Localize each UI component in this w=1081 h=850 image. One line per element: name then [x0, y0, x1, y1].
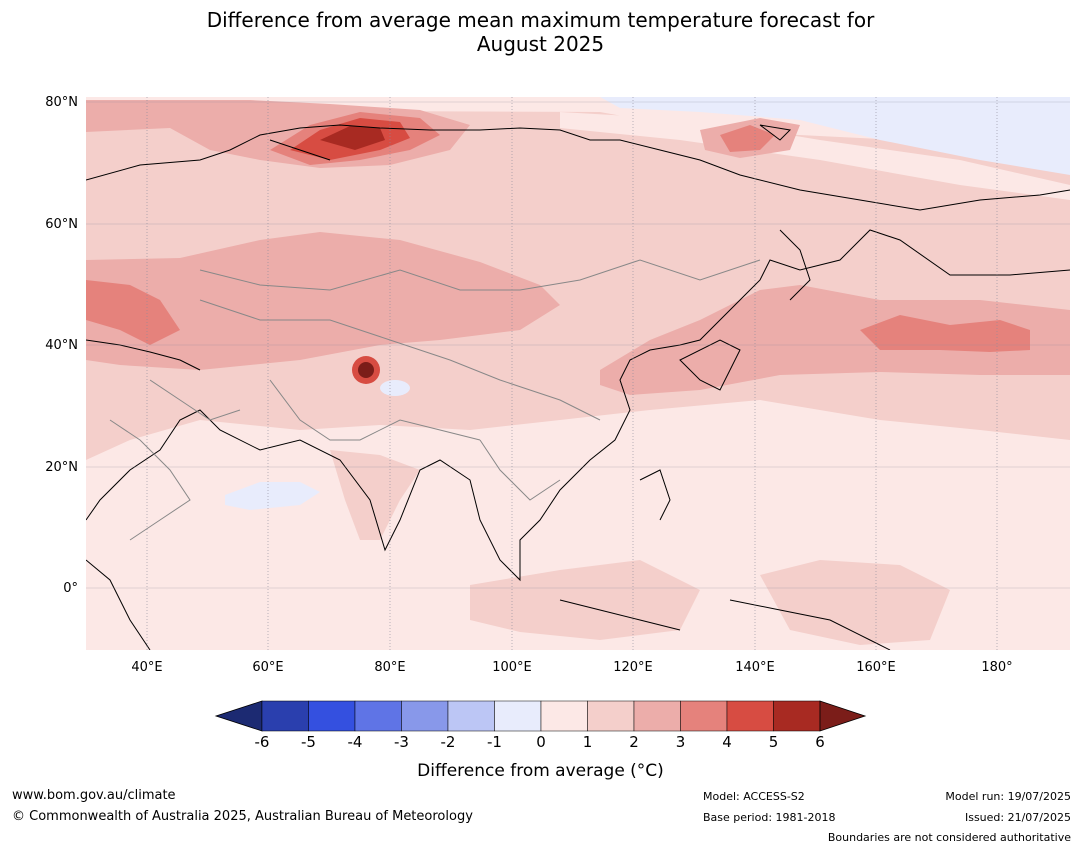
lat-label-0: 0°: [63, 581, 78, 596]
colorbar-tick-label: 6: [815, 733, 825, 751]
colorbar-tick-label: -6: [254, 733, 270, 751]
colorbar-segment: [726, 700, 774, 732]
anomaly-hotspot-himalaya-core: [358, 362, 374, 378]
colorbar-segment: [680, 700, 728, 732]
lat-label-60n: 60°N: [45, 217, 78, 232]
coastlines: [86, 124, 1070, 650]
anomaly-region-2-3-pacific: [600, 285, 1070, 395]
anomaly-region-0-1-arctic: [560, 112, 1070, 200]
colorbar-tick-label: -1: [487, 733, 502, 751]
title-line-2: August 2025: [476, 32, 605, 56]
colorbar-tick-label: 4: [722, 733, 732, 751]
gridlines: [86, 97, 1070, 650]
colorbar-tick-label: -4: [347, 733, 363, 751]
anomaly-region-cool-arabian-sea: [225, 482, 320, 510]
anomaly-region-1-2-south: [470, 560, 700, 640]
model-info: Model: ACCESS-S2: [703, 790, 805, 803]
title-line-1: Difference from average mean maximum tem…: [206, 8, 875, 32]
colorbar-tick-label: 3: [675, 733, 686, 751]
anomaly-region-3-4-caspian: [86, 280, 180, 345]
colorbar-label: Difference from average (°C): [417, 761, 664, 781]
model-run-info: Model run: 19/07/2025: [945, 790, 1071, 803]
issued-info: Issued: 21/07/2025: [964, 811, 1071, 824]
colorbar-tick-label: 1: [582, 733, 593, 751]
lat-label-20n: 20°N: [45, 460, 78, 475]
colorbar-segment: [401, 700, 449, 732]
colorbar-tick-label: 2: [629, 733, 639, 751]
anomaly-region-cool-arctic: [600, 97, 1070, 175]
colorbar-tick-label: -3: [394, 733, 409, 751]
anomaly-region-2-3-central-asia: [86, 232, 560, 370]
lat-label-80n: 80°N: [45, 95, 78, 110]
lon-label-100e: 100°E: [492, 660, 532, 675]
lon-label-120e: 120°E: [613, 660, 653, 675]
colorbar-tick-label: 0: [536, 733, 546, 751]
colorbar-extend-high: [819, 700, 867, 732]
colorbar-segment: [354, 700, 402, 732]
anomaly-region-3-4-japan: [720, 125, 775, 152]
boundaries-disclaimer: Boundaries are not considered authoritat…: [827, 831, 1071, 844]
colorbar-segment: [447, 700, 495, 732]
lon-label-180: 180°: [981, 660, 1013, 675]
lon-label-160e: 160°E: [856, 660, 896, 675]
map-title: Difference from average mean maximum tem…: [0, 8, 1081, 56]
anomaly-region-1-2-southeast: [760, 560, 950, 645]
country-borders: [109, 259, 761, 541]
anomaly-region-3-4-pacific: [860, 315, 1030, 352]
base-period-info: Base period: 1981-2018: [703, 811, 836, 824]
colorbar-segment: [308, 700, 356, 732]
anomaly-region-cool-tibet: [380, 380, 410, 396]
lon-label-60e: 60°E: [252, 660, 284, 675]
colorbar-segment: [633, 700, 681, 732]
anomaly-region-2-3-india: [330, 450, 420, 540]
website-link[interactable]: www.bom.gov.au/climate: [12, 788, 176, 803]
copyright-text: © Commonwealth of Australia 2025, Austra…: [12, 809, 473, 824]
colorbar-extend-low: [214, 700, 263, 732]
colorbar-segment: [494, 700, 542, 732]
colorbar-segment: [587, 700, 635, 732]
lon-label-40e: 40°E: [131, 660, 163, 675]
colorbar-tick-label: -2: [440, 733, 456, 751]
lon-label-80e: 80°E: [374, 660, 406, 675]
anomaly-region-5-6-russia: [320, 126, 385, 150]
colorbar-segment: [261, 700, 309, 732]
lon-label-140e: 140°E: [735, 660, 775, 675]
lat-label-40n: 40°N: [45, 338, 78, 353]
colorbar-segment: [773, 700, 821, 732]
colorbar-tick-label: 5: [768, 733, 779, 751]
colorbar-tick-label: -5: [301, 733, 316, 751]
colorbar-segment: [540, 700, 588, 732]
